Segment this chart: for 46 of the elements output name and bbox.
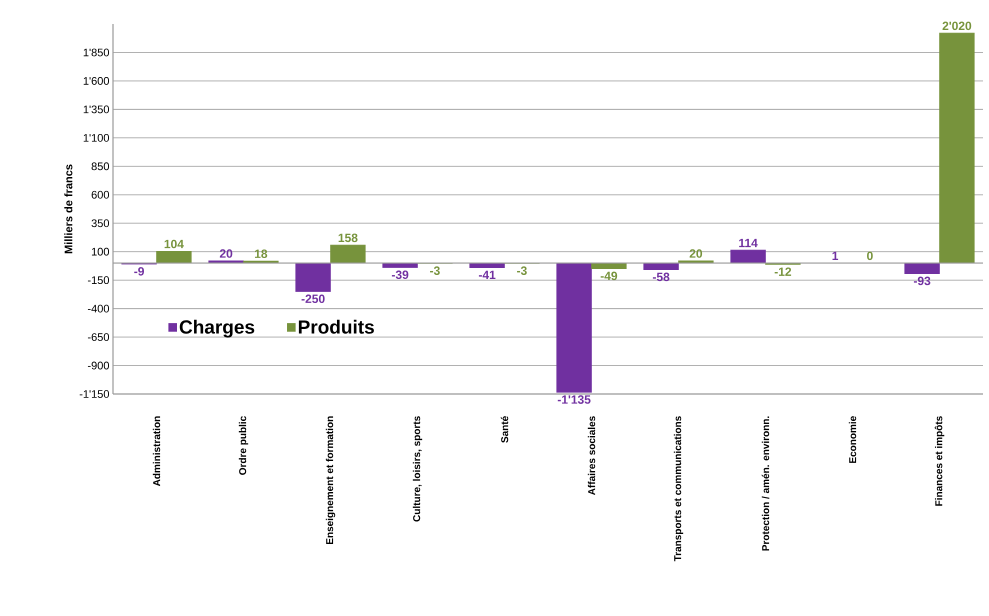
data-label: -93 [914,276,930,286]
y-tick-label: -150 [88,276,110,284]
y-tick-label: -400 [88,304,110,313]
data-label: 20 [220,249,232,258]
y-tick-label: -1'150 [80,390,110,398]
x-tick-label: Administration [152,416,160,486]
y-tick-label: 1'100 [84,134,110,142]
x-tick-label: Transports et communications [674,416,684,562]
x-tick-label: Economie [848,416,856,463]
y-tick-label: 1'350 [84,106,110,114]
y-tick-label: 600 [92,190,110,199]
y-axis-title: Milliers de francs [64,164,72,254]
data-label: 0 [867,252,873,260]
data-label: -1'135 [558,395,591,404]
y-tick-label: 100 [92,248,110,256]
data-label: -12 [774,267,792,276]
y-tick-label: 1'600 [84,77,110,85]
data-label: 18 [254,250,268,258]
data-label: -49 [600,272,618,280]
x-tick-label: Affaires sociales [588,416,596,496]
x-tick-label: Culture, loisirs, sports [412,416,422,522]
legend-label: Produits [298,320,374,334]
data-label: -41 [478,270,496,280]
data-label: 114 [739,238,758,248]
y-tick-label: 1'850 [84,48,110,56]
legend-label: Charges [180,320,254,338]
x-tick-label: Protection / amén. environn. [762,416,770,551]
y-tick-label: -900 [88,362,110,370]
y-tick-label: 850 [92,162,110,170]
y-tick-label: 350 [92,219,110,228]
data-label: 20 [690,249,702,258]
data-label: -9 [134,267,144,276]
x-tick-label: Santé [500,416,508,443]
data-label: -39 [392,270,408,280]
x-tick-label: Ordre public [238,416,248,475]
data-label: -58 [652,272,670,282]
x-tick-label: Finances et impôts [934,416,944,506]
data-label: -3 [430,266,440,275]
x-tick-label: Enseignement et formation [326,416,336,544]
y-tick-label: -650 [88,333,110,341]
data-label: -3 [517,266,527,275]
data-label: 1 [832,252,838,260]
data-label: 104 [164,240,184,248]
data-label: -250 [302,294,325,304]
data-label: 2'020 [942,22,972,30]
data-label: 158 [338,234,358,242]
